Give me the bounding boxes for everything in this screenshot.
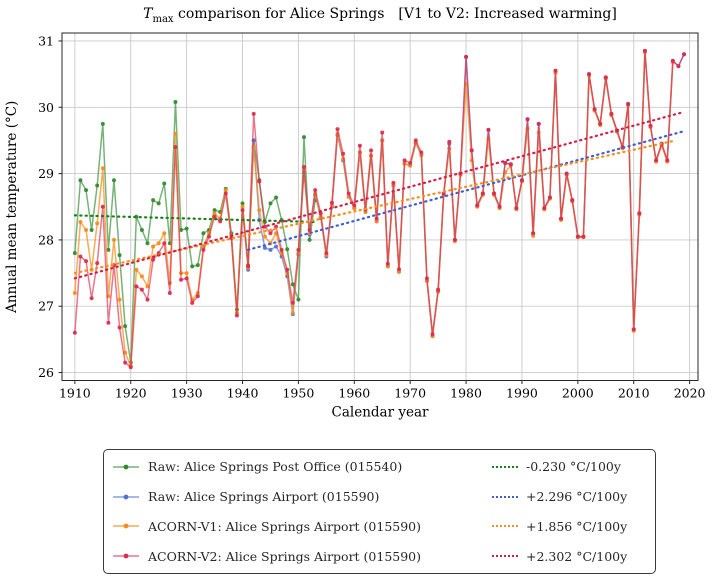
blue-line-swatch-icon: [113, 494, 139, 500]
svg-text:1950: 1950: [282, 386, 314, 401]
trend-line-3: [73, 110, 686, 280]
gridlines: [62, 33, 698, 381]
series-0: [72, 99, 318, 365]
legend-trend-label: +2.302 °C/100y: [526, 548, 628, 564]
plot-border: [61, 32, 699, 381]
svg-text:28: 28: [38, 232, 54, 247]
svg-text:1920: 1920: [115, 386, 147, 401]
blue-dotted-swatch-icon: [492, 495, 518, 498]
svg-text:2010: 2010: [618, 386, 650, 401]
svg-text:1990: 1990: [506, 386, 538, 401]
svg-text:31: 31: [38, 33, 54, 48]
svg-text:26: 26: [38, 365, 54, 380]
svg-text:27: 27: [38, 299, 54, 314]
series-3: [72, 48, 687, 370]
legend-trend-label: +1.856 °C/100y: [526, 518, 628, 534]
svg-text:1970: 1970: [394, 386, 426, 401]
legend-label: ACORN-V1: Alice Springs Airport (015590): [148, 518, 422, 534]
svg-text:1940: 1940: [227, 386, 259, 401]
legend-label: Raw: Alice Springs Airport (015590): [148, 489, 380, 505]
legend-trend-label: -0.230 °C/100y: [526, 459, 621, 475]
trend-line-0: [73, 214, 317, 224]
svg-text:30: 30: [38, 100, 54, 115]
title-bracket: [V1 to V2: Increased warming]: [398, 6, 617, 22]
green-dotted-swatch-icon: [492, 465, 518, 468]
legend-trend-label: +2.296 °C/100y: [526, 489, 628, 505]
svg-text:2000: 2000: [562, 386, 594, 401]
legend-row: ACORN-V1: Alice Springs Airport (015590)…: [104, 512, 655, 542]
y-axis-label: Annual mean temperature (°C): [4, 101, 20, 314]
svg-text:1980: 1980: [450, 386, 482, 401]
legend-row: Raw: Alice Springs Post Office (015540) …: [104, 452, 655, 482]
green-line-swatch-icon: [113, 464, 139, 470]
trend-line-1: [247, 130, 686, 251]
svg-text:2020: 2020: [674, 386, 706, 401]
legend-label: ACORN-V2: Alice Springs Airport (015590): [148, 548, 422, 564]
legend: Raw: Alice Springs Post Office (015540) …: [103, 449, 656, 574]
svg-text:1930: 1930: [171, 386, 203, 401]
orange-line-swatch-icon: [113, 523, 139, 529]
temperature-chart: 1910 1920 1930 1940 1950 1960 1970 1980 1990 2000…: [4, 32, 706, 421]
legend-label: Raw: Alice Springs Post Office (015540): [148, 459, 403, 475]
axis-ticks: 1910 1920 1930 1940 1950 1960 1970 1980 1990 2000…: [38, 33, 705, 400]
svg-text:1910: 1910: [59, 386, 91, 401]
legend-row: Raw: Alice Springs Airport (015590) +2.2…: [104, 482, 655, 512]
orange-dotted-swatch-icon: [492, 525, 518, 528]
red-dotted-swatch-icon: [492, 555, 518, 558]
svg-text:29: 29: [38, 166, 54, 181]
legend-row: ACORN-V2: Alice Springs Airport (015590)…: [104, 541, 655, 571]
title-math-sub: max: [152, 13, 174, 25]
svg-text:1960: 1960: [338, 386, 370, 401]
title-main: comparison for Alice Springs: [173, 6, 385, 22]
title-math-t: T: [143, 6, 153, 22]
chart-title: Tmax comparison for Alice Springs [V1 to …: [62, 6, 698, 25]
red-line-swatch-icon: [113, 553, 139, 559]
x-axis-label: Calendar year: [332, 405, 429, 421]
